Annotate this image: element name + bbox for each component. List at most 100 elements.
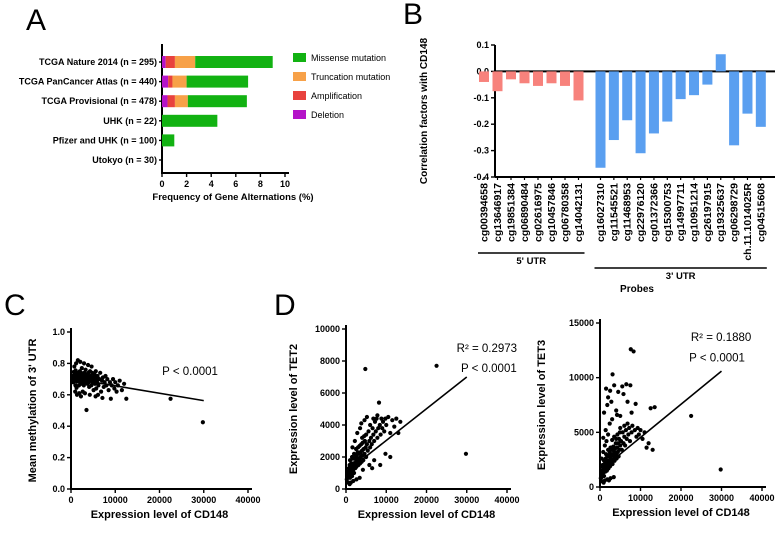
scatter-point (349, 474, 355, 479)
x-tick-label: 10 (280, 179, 290, 189)
scatter-point (646, 441, 651, 446)
scatter-point (601, 435, 606, 440)
panel-c-svg: 0.0 0.2 0.4 0.6 0.8 1.0 0 10000 20000 30000 40000 E… (27, 327, 261, 521)
bar (608, 71, 619, 141)
bar (479, 71, 489, 82)
scatter-point (650, 447, 655, 452)
bar (546, 71, 557, 84)
scatter-point (106, 387, 111, 393)
scatter-point (87, 392, 92, 397)
bar-segment (168, 75, 173, 88)
scatter-point (79, 366, 84, 371)
scatter-point (354, 477, 359, 482)
scatter-point (463, 451, 469, 456)
stat-annotation: R² = 0.2973 (457, 343, 517, 355)
y-tick-label: 0.8 (52, 358, 65, 368)
scatter-point (351, 478, 356, 484)
scatter-point (98, 370, 103, 375)
scatter-point (85, 362, 91, 368)
scatter-point (364, 442, 370, 447)
scatter-point (113, 380, 118, 385)
scatter-point (626, 432, 631, 437)
panel-d-tet2-scatter: 0 2000 4000 6000 8000 10000 0 10000 20000 30000 40… (272, 290, 520, 537)
y-axis-title: Correlation factors with CD148 (419, 37, 430, 184)
bar (595, 71, 606, 168)
scatter-point (377, 422, 382, 428)
x-tick-label: 2 (184, 179, 189, 189)
scatter-point (718, 467, 723, 472)
bar (689, 71, 700, 96)
category-label: UHK (n = 22) (103, 116, 157, 126)
scatter-point (93, 369, 98, 374)
panel-a-mutation-frequency-chart: 0 2 4 6 8 10 Frequency of Gene Alternations (%… (0, 40, 400, 220)
scatter-point (623, 428, 629, 433)
scatter-point (607, 421, 612, 426)
scatter-point (689, 413, 694, 419)
scatter-point (388, 430, 393, 436)
scatter-point (644, 445, 649, 450)
probe-label: cg00394658 (479, 183, 491, 242)
scatter-point (378, 432, 383, 437)
y-axis-title: Expression level of TET2 (288, 344, 300, 474)
trend-line (349, 376, 468, 470)
scatter-point (107, 380, 113, 385)
x-tick-label: 30000 (191, 495, 216, 505)
scatter-point (603, 386, 609, 391)
scatter-point (608, 476, 613, 481)
scatter-point (124, 396, 129, 401)
y-tick-label: -0.1 (473, 93, 489, 103)
scatter-point (633, 401, 638, 407)
x-tick-label: 20000 (147, 495, 172, 505)
x-tick-label: 20000 (414, 495, 439, 505)
scatter-point (89, 383, 94, 388)
probe-label: cg19325637 (715, 183, 727, 242)
probe-label: cg22976120 (635, 183, 647, 242)
scatter-point (606, 395, 611, 400)
scatter-point (624, 382, 629, 387)
scatter-point (117, 378, 122, 383)
category-label: TCGA Provisional (n = 478) (42, 96, 157, 106)
bar-segment (172, 75, 187, 88)
bar (702, 71, 713, 85)
scatter-point (366, 429, 371, 434)
scatter-point (629, 410, 634, 415)
bar (622, 71, 633, 121)
scatter-point (620, 384, 625, 389)
scatter-point (394, 416, 399, 421)
scatter-point (612, 383, 617, 388)
scatter-point (627, 438, 633, 444)
legend-swatch (293, 72, 306, 81)
scatter-point (616, 389, 621, 394)
y-tick-label: 0.1 (476, 40, 489, 50)
scatter-point (622, 423, 627, 428)
scatter-point (390, 418, 395, 423)
x-tick-label: 10000 (628, 493, 653, 503)
x-tick-label: 40000 (749, 493, 774, 503)
scatter-point (84, 407, 89, 413)
scatter-point (632, 428, 637, 433)
scatter-point (608, 388, 613, 393)
probe-label: cg19851384 (506, 183, 518, 242)
scatter-point (103, 373, 108, 379)
scatter-point (95, 392, 101, 397)
x-axis-title: Expression level of CD148 (612, 507, 750, 519)
y-tick-label: 0.0 (52, 484, 65, 494)
scatter-point (83, 367, 88, 372)
scatter-point (640, 436, 645, 441)
scatter-point (434, 363, 439, 368)
category-label: TCGA Nature 2014 (n = 295) (39, 57, 157, 67)
bar-segment (186, 75, 249, 88)
y-tick-label: 0 (589, 482, 594, 492)
scatter-point (357, 426, 363, 431)
scatter-point (382, 429, 387, 434)
y-tick-label: 10000 (315, 324, 340, 334)
trend-line (601, 370, 723, 470)
scatter-point (388, 454, 393, 460)
panel-a-letter: A (26, 4, 47, 37)
legend-item: Deletion (293, 110, 390, 120)
scatter-point (375, 435, 380, 440)
scatter-point (365, 448, 370, 453)
scatter-point (604, 438, 609, 444)
y-tick-label: -0.3 (473, 146, 489, 156)
